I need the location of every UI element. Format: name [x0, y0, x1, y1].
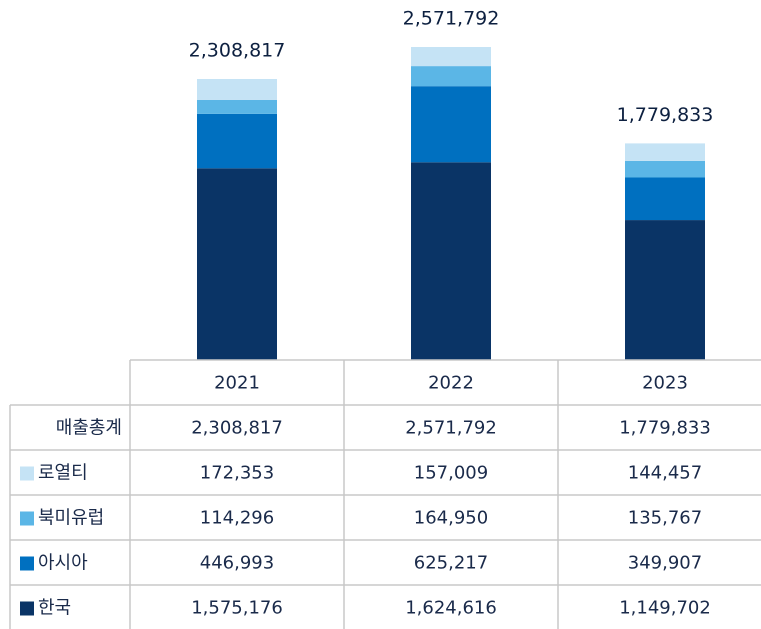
bar-segment: [625, 177, 705, 221]
legend-label: 로열티: [38, 463, 88, 484]
bar-segment: [411, 86, 491, 163]
bar-segment: [411, 66, 491, 87]
bar-segment: [197, 79, 277, 100]
column-header: 2021: [214, 373, 260, 394]
cell: 446,993: [200, 553, 274, 574]
legend-swatch: [20, 601, 34, 616]
bar-segment: [625, 220, 705, 360]
column-header: 2022: [428, 373, 474, 394]
cell: 1,779,833: [619, 418, 711, 439]
total-label: 1,779,833: [617, 104, 714, 126]
bar-segment: [197, 113, 277, 169]
column-header: 2023: [642, 373, 688, 394]
cell: 2,308,817: [191, 418, 283, 439]
cell: 164,950: [414, 508, 488, 529]
cell: 1,624,616: [405, 598, 497, 619]
legend-swatch: [20, 556, 34, 571]
cell: 157,009: [414, 463, 488, 484]
legend-label: 아시아: [38, 553, 88, 574]
cell: 1,575,176: [191, 598, 283, 619]
legend-label: 북미유럽: [38, 508, 104, 529]
cell: 114,296: [200, 508, 274, 529]
bar-segment: [625, 160, 705, 178]
total-label: 2,571,792: [403, 8, 500, 30]
bar-segment: [197, 99, 277, 114]
total-label: 2,308,817: [189, 40, 286, 62]
bar-segment: [197, 168, 277, 360]
cell: 625,217: [414, 553, 488, 574]
cell: 135,767: [628, 508, 702, 529]
bar-segment: [625, 143, 705, 161]
bar-segment: [411, 162, 491, 360]
legend-swatch: [20, 511, 34, 526]
legend-swatch: [20, 466, 34, 481]
cell: 144,457: [628, 463, 702, 484]
cell: 2,571,792: [405, 418, 497, 439]
cell: 172,353: [200, 463, 274, 484]
cell: 349,907: [628, 553, 702, 574]
bar-segment: [411, 47, 491, 67]
row-label: 매출총계: [56, 418, 122, 439]
cell: 1,149,702: [619, 598, 711, 619]
legend-label: 한국: [38, 598, 71, 619]
